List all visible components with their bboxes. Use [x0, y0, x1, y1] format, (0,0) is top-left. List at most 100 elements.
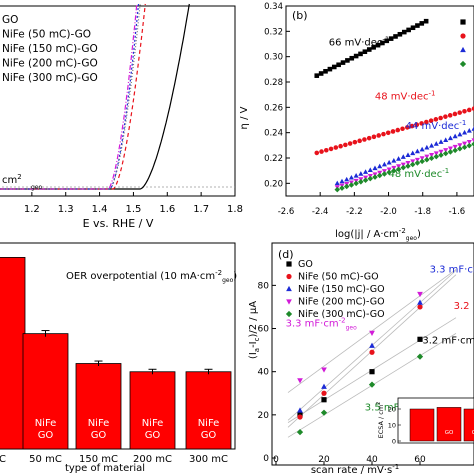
legend-entry: NiFe (50 mC)-GO [2, 29, 91, 41]
data-point [376, 133, 382, 138]
bar-text: NiFe [35, 418, 57, 429]
data-point [372, 165, 378, 171]
data-point [471, 106, 474, 111]
data-point [334, 180, 340, 186]
data-point [321, 390, 327, 396]
bar [0, 257, 26, 450]
data-point [321, 383, 327, 389]
data-point [419, 158, 425, 165]
y-tick-label: 0.22 [264, 154, 283, 164]
bar-text: GO [38, 430, 54, 441]
data-point [433, 153, 440, 160]
data-point [344, 176, 350, 182]
data-point [352, 139, 358, 145]
data-point [471, 126, 474, 131]
data-point [333, 145, 339, 150]
bar-text: NiFe [198, 418, 220, 429]
data-point [353, 53, 359, 59]
data-point [404, 125, 410, 130]
data-point [466, 127, 472, 133]
legend-entry: NiFe (300 mC)-GO [2, 72, 98, 84]
panel-b-x-axis-label: log(|j| / A·cm-2geo) [335, 227, 421, 242]
data-point [395, 127, 401, 133]
data-point [371, 134, 377, 140]
data-point [314, 150, 320, 156]
inset-y-tick-label: 20 [388, 406, 396, 414]
data-point [369, 369, 375, 375]
category-label: 200 mC [133, 454, 172, 465]
panel-a-curves [0, 3, 190, 190]
data-point [410, 25, 416, 31]
data-point [386, 159, 392, 165]
data-point [363, 169, 369, 174]
capacitance-label: 3.2 mF·cm-2 [422, 334, 474, 347]
slope-label: 44 mV·dec-1 [406, 119, 467, 132]
data-point [362, 177, 369, 183]
legend-marker [460, 33, 466, 39]
data-point [452, 144, 458, 150]
data-point [384, 38, 390, 44]
data-point [438, 149, 444, 155]
data-point [357, 138, 362, 144]
panel-d-frame [271, 242, 474, 466]
x-tick-label: 1.8 [227, 204, 243, 215]
x-tick-label: 1.2 [24, 204, 40, 215]
capacitance-label: 3.3 mF·cm-2 [430, 262, 474, 275]
inset-frame [397, 397, 474, 444]
data-point [405, 163, 411, 169]
panel-a-frame [0, 5, 236, 197]
data-point [419, 156, 425, 161]
data-point [417, 299, 423, 305]
data-point [433, 151, 439, 156]
data-point [362, 137, 367, 142]
legend-marker [460, 19, 466, 25]
legend-marker [459, 60, 467, 68]
data-point [381, 161, 387, 167]
data-point [429, 152, 435, 158]
panel-d-label: (d) [278, 248, 294, 261]
data-point [343, 142, 348, 148]
data-point [323, 147, 329, 153]
data-point [414, 148, 420, 154]
data-point [353, 180, 359, 187]
data-point [433, 117, 439, 122]
category-label: 50 mC [29, 454, 62, 465]
legend-entry: GO [298, 259, 313, 270]
data-point [433, 141, 439, 146]
inset-bar [409, 408, 435, 442]
panel-a-x-axis-label: E vs. RHE / V [83, 217, 154, 230]
bar-text: GO [91, 430, 107, 441]
panel-a-polarization-curves: 1.2 1.3 1.4 1.5 1.6 1.7 1.8 GO NiFe (50 mC)-GO N… [0, 3, 243, 230]
data-point [343, 183, 350, 190]
curve-nife-200-mc-go [0, 3, 138, 190]
data-point [340, 60, 346, 65]
data-point [424, 144, 430, 150]
bar-text: NiFe [88, 418, 110, 429]
y-tick-label: 0.32 [264, 27, 283, 37]
data-point [386, 169, 392, 176]
data-point [428, 155, 435, 161]
x-tick-label: -2.4 [312, 207, 329, 217]
data-point [391, 158, 397, 163]
legend-marker [286, 261, 292, 267]
panel-b-tafel-plot: (b) -2.6 -2.4 -2.2 -2.0 -1.8 -1.6 0.20 0.22 0.24… [239, 2, 474, 242]
data-point [372, 174, 378, 180]
legend-entry: NiFe (300 mC)-GO [298, 309, 385, 320]
panel-c-x-axis-label: type of material [65, 463, 145, 474]
data-point [400, 154, 406, 159]
data-point [368, 381, 376, 388]
data-point [400, 126, 405, 132]
x-tick-label: 20 [318, 455, 330, 465]
data-point [371, 45, 376, 50]
data-point [461, 144, 468, 150]
data-point [375, 42, 381, 48]
data-point [417, 291, 423, 298]
data-point [390, 129, 396, 134]
data-point [358, 51, 363, 57]
data-point [339, 178, 345, 184]
x-tick-label: 1.5 [125, 204, 141, 215]
x-tick-label: -1.6 [449, 207, 466, 217]
